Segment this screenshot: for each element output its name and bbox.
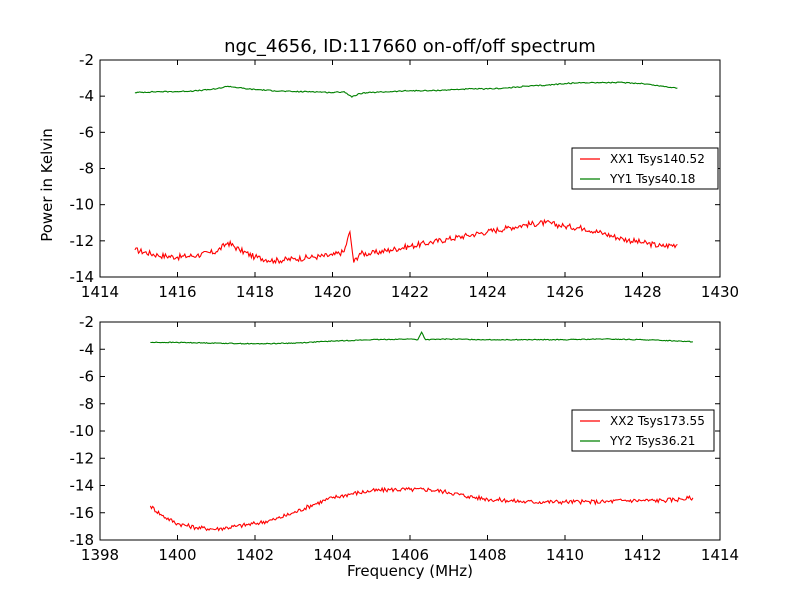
series-line-2 [134,81,678,98]
x-tick-label: 1408 [468,546,506,564]
chart-title: ngc_4656, ID:117660 on-off/off spectrum [224,36,596,57]
series-line-1 [134,218,678,265]
legend-label: XX2 Tsys173.55 [610,414,705,428]
x-tick-label: 1426 [546,283,584,301]
x-tick-label: 1414 [81,283,119,301]
y-tick-label: -4 [79,87,94,105]
x-tick-label: 1412 [623,546,661,564]
series-group [134,81,678,265]
legend: XX2 Tsys173.55 YY2 Tsys36.21 [571,409,715,452]
x-tick-label: 1422 [391,283,429,301]
y-tick-label: -12 [70,232,95,250]
y-tick-label: -14 [70,477,95,495]
legend-box [571,409,715,452]
y-tick-label: -8 [79,395,94,413]
x-tick-label: 1404 [313,546,351,564]
y-tick-label: -4 [79,340,94,358]
x-tick-label: 1400 [158,546,196,564]
y-tick-label: -6 [79,123,94,141]
y-tick-label: -10 [70,422,95,440]
y-tick-label: -10 [70,196,95,214]
legend-label: YY1 Tsys40.18 [609,172,695,186]
x-tick-label: 1410 [546,546,584,564]
legend-label: XX1 Tsys140.52 [610,152,705,166]
x-tick-label: 1424 [468,283,506,301]
x-tick-label: 1420 [313,283,351,301]
x-tick-label: 1430 [701,283,739,301]
bottom-panel: 1398 1400 1402 1404 1406 1408 1410 1412 1414 -2 -4… [70,313,740,564]
x-tick-label: 1428 [623,283,661,301]
x-tick-label: 1418 [236,283,274,301]
y-tick-label: -12 [70,449,95,467]
y-tick-label: -18 [70,531,95,549]
y-tick-label: -2 [79,313,94,331]
y-axis-label: Power in Kelvin [38,128,56,242]
legend: XX1 Tsys140.52 YY1 Tsys40.18 [571,147,719,190]
x-tick-label: 1402 [236,546,274,564]
x-tick-label: 1414 [701,546,739,564]
y-tick-label: -6 [79,368,94,386]
series-group [149,331,694,532]
series-line-2 [150,331,693,345]
y-tick-label: -16 [70,504,95,522]
y-tick-label: -14 [70,268,95,286]
y-tick-label: -8 [79,160,94,178]
legend-label: YY2 Tsys36.21 [609,434,695,448]
x-axis-label: Frequency (MHz) [347,562,473,580]
x-tick-label: 1406 [391,546,429,564]
legend-box [571,147,719,190]
x-tick-label: 1416 [158,283,196,301]
series-line-1 [149,486,694,532]
top-panel: 1414 1416 1418 1420 1422 1424 1426 1428 1430 -2 -4… [70,51,740,301]
x-tick-label: 1398 [81,546,119,564]
y-tick-label: -2 [79,51,94,69]
